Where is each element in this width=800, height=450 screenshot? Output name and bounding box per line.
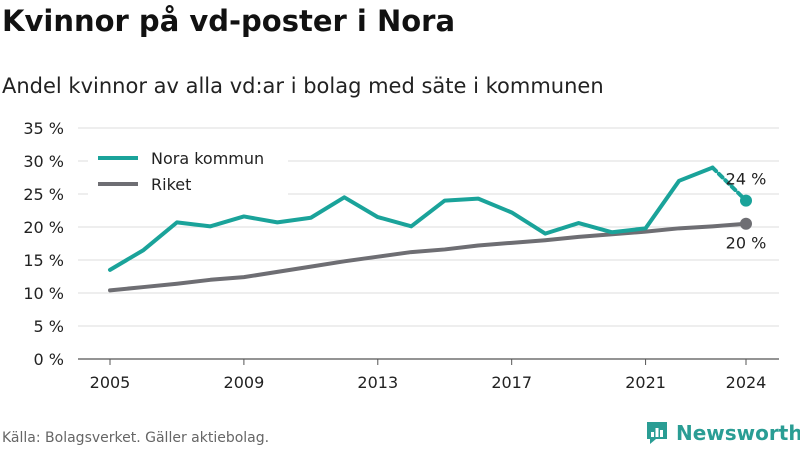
chart-title: Kvinnor på vd-poster i Nora: [2, 4, 456, 38]
x-axis-ticks: 2005 2009 2013 2017 2021 2024: [90, 359, 767, 392]
y-axis-ticks: 0 % 5 % 10 % 15 % 20 % 25 % 30 % 35 %: [23, 119, 64, 369]
end-value-label: 24 %: [726, 170, 767, 189]
series-lines: [108, 165, 752, 293]
series-line: [108, 221, 748, 293]
y-tick-label: 20 %: [23, 218, 64, 237]
series-line: [108, 165, 715, 272]
legend: Nora kommun Riket: [88, 140, 288, 195]
end-value-label: 20 %: [726, 234, 767, 253]
y-tick-label: 25 %: [23, 185, 64, 204]
brand-logo: Newsworthy: [644, 420, 800, 446]
y-tick-label: 30 %: [23, 152, 64, 171]
legend-label: Nora kommun: [151, 149, 264, 168]
brand-name: Newsworthy: [676, 421, 800, 445]
line-chart: 0 %5 %10 %15 %20 %25 %30 %35 % 2005 2009 2…: [23, 119, 779, 392]
end-point: [740, 194, 752, 207]
x-tick-label: 2005: [90, 373, 131, 392]
x-tick-label: 2024: [726, 373, 767, 392]
source-note: Källa: Bolagsverket. Gäller aktiebolag.: [2, 430, 270, 446]
y-tick-label: 35 %: [23, 119, 64, 138]
end-labels: 20 % 24 %: [726, 170, 767, 253]
y-tick-label: 15 %: [23, 251, 64, 270]
y-tick-label: 5 %: [34, 317, 64, 336]
newsworthy-icon: [647, 422, 667, 444]
end-point: [740, 217, 752, 230]
chart-subtitle: Andel kvinnor av alla vd:ar i bolag med …: [2, 74, 604, 98]
y-tick-label: 0 %: [34, 350, 64, 369]
x-tick-label: 2009: [224, 373, 265, 392]
x-tick-label: 2021: [625, 373, 666, 392]
legend-label: Riket: [151, 175, 191, 194]
x-tick-label: 2013: [357, 373, 398, 392]
series-connector: [710, 165, 748, 203]
y-tick-label: 10 %: [23, 284, 64, 303]
x-tick-label: 2017: [491, 373, 532, 392]
